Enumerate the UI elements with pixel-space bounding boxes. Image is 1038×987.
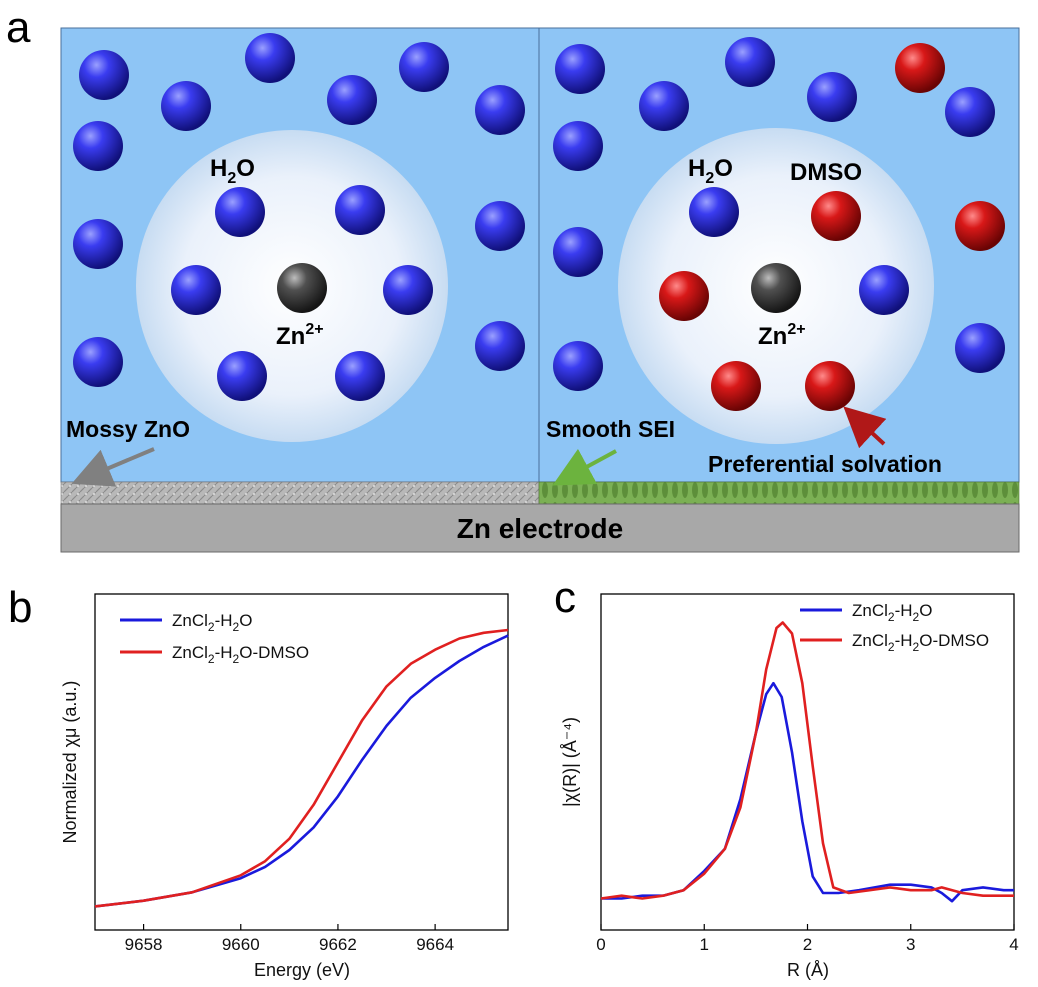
water-molecule xyxy=(335,185,385,235)
panel-label-b: b xyxy=(8,583,32,632)
series-line-znc-h2o xyxy=(94,634,509,908)
xanes-legend: ZnCl2-H2O ZnCl2-H2O-DMSO xyxy=(120,611,309,666)
water-molecule xyxy=(689,187,739,237)
x-tick-label: 4 xyxy=(1009,935,1018,954)
zinc-ion xyxy=(751,263,801,313)
legend-label-znc-h2o-dmso: ZnCl2-H2O-DMSO xyxy=(852,631,989,654)
water-molecule xyxy=(399,42,449,92)
water-molecule xyxy=(215,187,265,237)
zn-ion-label-right: Zn2+ xyxy=(758,321,806,350)
water-molecule xyxy=(475,201,525,251)
water-molecule xyxy=(553,227,603,277)
x-tick-label: 9664 xyxy=(416,935,454,954)
water-molecule xyxy=(725,37,775,87)
water-molecule xyxy=(161,81,211,131)
water-molecule xyxy=(73,337,123,387)
water-molecule xyxy=(217,351,267,401)
h2o-label-left: H2O xyxy=(210,155,255,187)
zno-layer xyxy=(60,481,540,505)
electrode-label: Zn electrode xyxy=(457,513,623,544)
water-molecule xyxy=(73,121,123,171)
zinc-ion xyxy=(277,263,327,313)
series-line-znc-h2o-dmso xyxy=(600,621,1014,900)
x-tick-label: 9658 xyxy=(125,935,163,954)
dmso-label: DMSO xyxy=(790,159,862,186)
water-molecule xyxy=(475,85,525,135)
exafs-x-axis-label: R (Å) xyxy=(787,960,829,980)
exafs-chart: 0 1 2 3 4 ZnCl2-H2O ZnCl2-H2O-DMSO R (Å) |χ(… xyxy=(560,593,1019,980)
water-molecule xyxy=(171,265,221,315)
x-tick-label: 1 xyxy=(700,935,709,954)
water-molecule xyxy=(807,72,857,122)
water-molecule xyxy=(553,341,603,391)
exafs-x-ticks: 0 1 2 3 4 xyxy=(596,924,1019,954)
exafs-y-axis-label: |χ(R)| (Å⁻⁴) xyxy=(560,717,580,807)
x-tick-label: 2 xyxy=(803,935,812,954)
water-molecule xyxy=(327,75,377,125)
preferential-solvation-arrow xyxy=(843,406,887,449)
schematic-left xyxy=(60,27,540,483)
smooth-sei-arrow xyxy=(552,448,617,486)
zn-ion-label-left: Zn2+ xyxy=(276,321,324,350)
exafs-series xyxy=(600,621,1014,903)
water-molecule xyxy=(955,323,1005,373)
panel-label-a: a xyxy=(6,3,31,52)
water-molecule xyxy=(79,50,129,100)
water-molecule xyxy=(555,44,605,94)
xanes-x-axis-label: Energy (eV) xyxy=(254,960,350,980)
water-molecule xyxy=(383,265,433,315)
panel-label-c: c xyxy=(554,573,576,622)
dmso-molecule xyxy=(659,271,709,321)
legend-label-znc-h2o-dmso: ZnCl2-H2O-DMSO xyxy=(172,643,309,666)
xanes-series xyxy=(94,628,509,908)
x-tick-label: 9662 xyxy=(319,935,357,954)
mossy-zno-arrow xyxy=(71,447,155,487)
legend-label-znc-h2o: ZnCl2-H2O xyxy=(852,601,932,624)
xanes-plot-frame xyxy=(94,593,509,931)
x-tick-label: 9660 xyxy=(222,935,260,954)
left-molecules xyxy=(73,33,525,401)
mossy-zno-label: Mossy ZnO xyxy=(66,416,190,442)
exafs-legend: ZnCl2-H2O ZnCl2-H2O-DMSO xyxy=(800,601,989,654)
schematic-right xyxy=(538,27,1020,483)
sei-layer xyxy=(538,481,1020,505)
water-molecule xyxy=(335,351,385,401)
dmso-molecule xyxy=(805,361,855,411)
preferential-solvation-label: Preferential solvation xyxy=(708,451,942,477)
dmso-molecule xyxy=(955,201,1005,251)
right-molecules xyxy=(553,37,1005,411)
dmso-molecule xyxy=(811,191,861,241)
water-molecule xyxy=(73,219,123,269)
series-line-znc-h2o-dmso xyxy=(94,628,509,908)
smooth-sei-label: Smooth SEI xyxy=(546,416,675,442)
dmso-molecule xyxy=(895,43,945,93)
water-molecule xyxy=(553,121,603,171)
x-tick-label: 0 xyxy=(596,935,605,954)
water-molecule xyxy=(945,87,995,137)
water-molecule xyxy=(245,33,295,83)
dmso-molecule xyxy=(711,361,761,411)
water-molecule xyxy=(639,81,689,131)
xanes-chart: 9658 9660 9662 9664 ZnCl2-H2O ZnCl2-H2O-DMS… xyxy=(60,593,509,980)
xanes-x-ticks: 9658 9660 9662 9664 xyxy=(125,924,454,954)
x-tick-label: 3 xyxy=(906,935,915,954)
legend-label-znc-h2o: ZnCl2-H2O xyxy=(172,611,252,634)
water-molecule xyxy=(475,321,525,371)
water-molecule xyxy=(859,265,909,315)
h2o-label-right: H2O xyxy=(688,155,733,187)
zn-electrode xyxy=(60,503,1020,553)
xanes-y-axis-label: Normalized χμ (a.u.) xyxy=(60,681,80,844)
